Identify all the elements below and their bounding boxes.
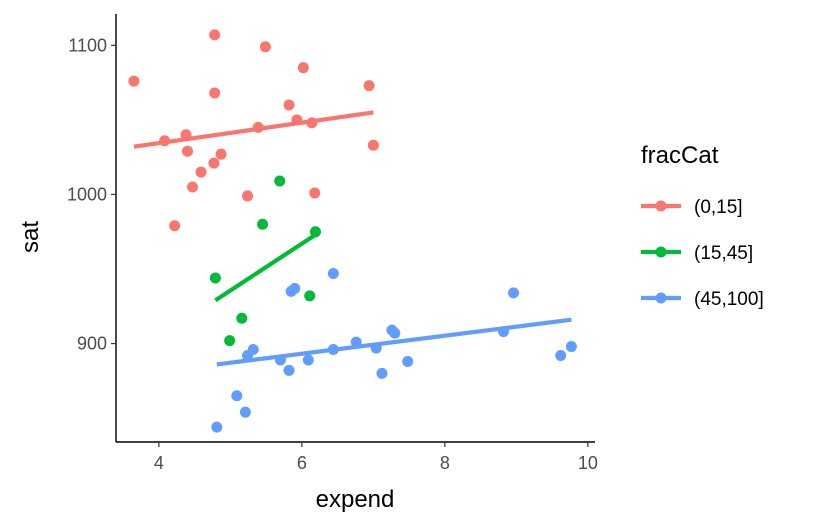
data-point-series-3 [327, 344, 339, 356]
data-point-series-1 [363, 80, 375, 92]
data-point-series-3 [350, 336, 362, 348]
data-point-series-1 [169, 220, 181, 232]
data-point-series-2 [304, 290, 316, 302]
data-point-series-3 [370, 342, 382, 354]
data-point-series-3 [555, 350, 567, 362]
data-point-series-2 [209, 272, 221, 284]
data-point-series-3 [389, 327, 401, 339]
data-point-series-2 [257, 218, 269, 230]
data-point-series-3 [565, 341, 577, 353]
data-point-series-1 [309, 187, 321, 199]
legend-key-point [655, 292, 667, 304]
data-point-series-1 [297, 62, 309, 74]
data-point-series-3 [231, 390, 243, 402]
y-tick-label: 1100 [68, 35, 107, 55]
data-point-series-1 [180, 129, 192, 141]
data-point-series-1 [242, 190, 254, 202]
x-tick-label: 8 [440, 453, 450, 473]
data-point-series-1 [181, 145, 193, 157]
legend-label: (15,45] [694, 243, 753, 264]
legend-key-point [655, 200, 667, 212]
y-tick-label: 900 [77, 334, 107, 354]
data-point-series-1 [209, 29, 221, 41]
data-point-series-1 [186, 181, 198, 193]
x-tick-label: 10 [578, 453, 598, 473]
data-point-series-1 [306, 117, 318, 129]
data-point-series-3 [289, 282, 301, 294]
x-axis-ticks: 4 6 8 10 [154, 442, 598, 473]
data-point-series-3 [239, 406, 251, 418]
legend-label: (45,100] [694, 289, 764, 310]
data-point-series-3 [283, 364, 295, 376]
x-tick-label: 6 [297, 453, 307, 473]
data-point-series-1 [367, 139, 379, 151]
data-points [128, 29, 577, 433]
x-axis-title: expend [316, 486, 395, 513]
data-point-series-1 [159, 135, 171, 147]
plot-area [128, 29, 577, 433]
data-point-series-2 [274, 175, 286, 187]
x-tick-label: 4 [154, 453, 164, 473]
data-point-series-2 [224, 335, 236, 347]
data-point-series-3 [274, 354, 286, 366]
data-point-series-3 [211, 421, 223, 433]
data-point-series-1 [215, 148, 227, 160]
fit-line-series-2 [214, 232, 317, 303]
data-point-series-3 [247, 344, 259, 356]
data-point-series-1 [259, 41, 271, 53]
data-point-series-1 [291, 114, 303, 126]
data-point-series-3 [376, 367, 388, 379]
data-point-series-3 [327, 267, 339, 279]
y-axis-ticks: 900 1000 1100 [67, 35, 116, 354]
data-point-series-3 [497, 326, 509, 338]
data-point-series-3 [507, 287, 519, 299]
data-point-series-1 [252, 121, 264, 133]
data-point-series-1 [209, 87, 221, 99]
legend-label: (0,15] [694, 197, 743, 218]
data-point-series-1 [208, 157, 220, 169]
legend: fracCat (0,15] (15,45] (45,100] [641, 142, 764, 310]
data-point-series-1 [128, 75, 140, 87]
data-point-series-1 [283, 99, 295, 111]
data-point-series-2 [309, 226, 321, 238]
data-point-series-3 [402, 355, 414, 367]
y-tick-label: 1000 [67, 184, 107, 204]
data-point-series-1 [195, 166, 207, 178]
data-point-series-2 [236, 312, 248, 324]
y-axis-title: sat [17, 221, 44, 253]
legend-key-point [655, 246, 667, 258]
legend-title: fracCat [641, 142, 719, 169]
data-point-series-3 [302, 354, 314, 366]
